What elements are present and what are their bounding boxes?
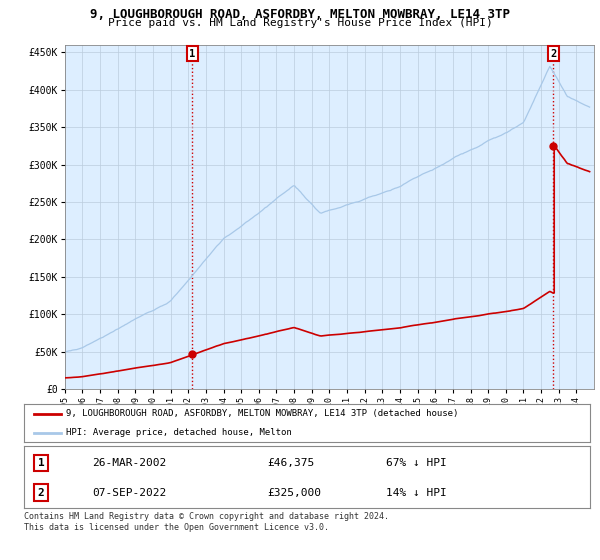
Text: HPI: Average price, detached house, Melton: HPI: Average price, detached house, Melt…	[67, 428, 292, 437]
Text: £325,000: £325,000	[268, 488, 322, 497]
Text: 9, LOUGHBOROUGH ROAD, ASFORDBY, MELTON MOWBRAY, LE14 3TP: 9, LOUGHBOROUGH ROAD, ASFORDBY, MELTON M…	[90, 8, 510, 21]
Text: 14% ↓ HPI: 14% ↓ HPI	[386, 488, 447, 497]
Text: 2: 2	[38, 488, 44, 497]
Text: 1: 1	[38, 458, 44, 468]
Text: 9, LOUGHBOROUGH ROAD, ASFORDBY, MELTON MOWBRAY, LE14 3TP (detached house): 9, LOUGHBOROUGH ROAD, ASFORDBY, MELTON M…	[67, 409, 459, 418]
Text: 26-MAR-2002: 26-MAR-2002	[92, 458, 166, 468]
Text: Price paid vs. HM Land Registry's House Price Index (HPI): Price paid vs. HM Land Registry's House …	[107, 18, 493, 29]
Text: 2: 2	[550, 49, 556, 59]
Text: £46,375: £46,375	[268, 458, 315, 468]
Text: 07-SEP-2022: 07-SEP-2022	[92, 488, 166, 497]
Text: Contains HM Land Registry data © Crown copyright and database right 2024.
This d: Contains HM Land Registry data © Crown c…	[24, 512, 389, 532]
Text: 67% ↓ HPI: 67% ↓ HPI	[386, 458, 447, 468]
Text: 1: 1	[189, 49, 196, 59]
